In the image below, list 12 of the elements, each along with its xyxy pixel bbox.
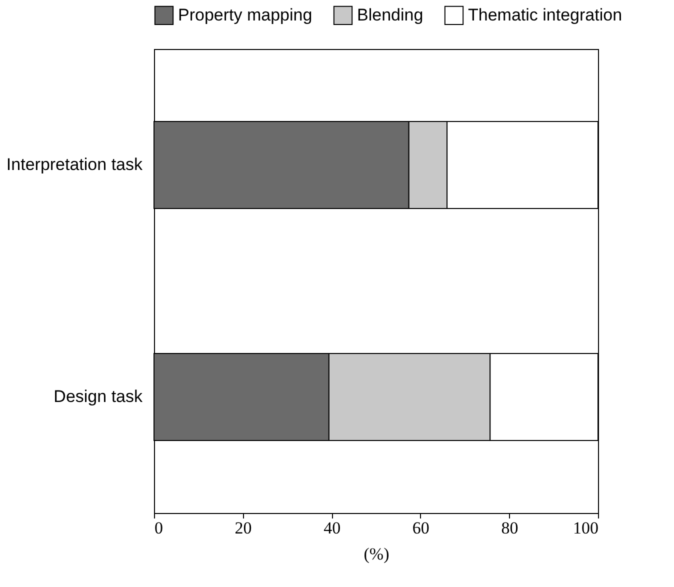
x-tick-label: 40 bbox=[324, 518, 341, 538]
legend-label: Property mapping bbox=[178, 5, 312, 24]
x-tick-label: 100 bbox=[573, 518, 598, 538]
legend-label: Thematic integration bbox=[468, 5, 622, 24]
y-tick-label: Interpretation task bbox=[6, 155, 143, 174]
x-axis-title: (%) bbox=[364, 544, 390, 564]
x-tick-label: 60 bbox=[412, 518, 430, 538]
x-tick-label: 80 bbox=[501, 518, 518, 538]
legend-label: Blending bbox=[357, 5, 424, 24]
x-tick-label: 0 bbox=[154, 518, 163, 538]
x-tick-label: 20 bbox=[234, 518, 252, 538]
y-tick-label: Design task bbox=[54, 387, 143, 406]
